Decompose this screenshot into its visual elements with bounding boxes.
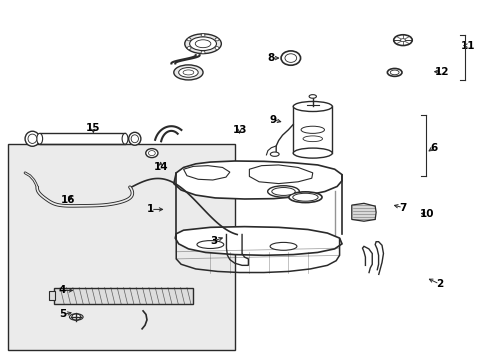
Ellipse shape: [281, 51, 300, 65]
Ellipse shape: [145, 149, 158, 158]
Ellipse shape: [270, 152, 279, 156]
Ellipse shape: [189, 37, 216, 50]
Polygon shape: [175, 226, 341, 255]
Ellipse shape: [37, 134, 42, 144]
Ellipse shape: [195, 40, 210, 48]
Ellipse shape: [285, 54, 296, 62]
Bar: [49, 291, 55, 300]
Text: 15: 15: [86, 123, 101, 133]
Circle shape: [215, 38, 219, 41]
Ellipse shape: [184, 34, 221, 54]
Text: 13: 13: [232, 125, 246, 135]
Ellipse shape: [178, 68, 198, 77]
Ellipse shape: [308, 95, 316, 98]
Ellipse shape: [389, 70, 398, 75]
Ellipse shape: [197, 240, 224, 248]
Ellipse shape: [269, 242, 296, 250]
Text: 6: 6: [429, 143, 436, 153]
Text: 14: 14: [153, 162, 167, 172]
Text: 4: 4: [59, 285, 66, 296]
Text: 3: 3: [210, 236, 217, 246]
Ellipse shape: [28, 134, 37, 143]
Text: 7: 7: [399, 203, 406, 213]
Polygon shape: [351, 203, 375, 221]
Circle shape: [201, 51, 204, 54]
Ellipse shape: [271, 188, 295, 195]
Ellipse shape: [293, 148, 331, 158]
Text: 1: 1: [147, 204, 154, 215]
Text: 2: 2: [435, 279, 442, 289]
Ellipse shape: [148, 150, 155, 156]
Text: 11: 11: [460, 41, 474, 50]
Ellipse shape: [288, 192, 322, 203]
Text: 12: 12: [434, 67, 448, 77]
Bar: [54, 288, 193, 304]
Circle shape: [215, 46, 219, 49]
Circle shape: [187, 38, 191, 41]
Ellipse shape: [122, 134, 128, 144]
Ellipse shape: [393, 35, 411, 45]
Text: 16: 16: [61, 195, 75, 205]
Text: 5: 5: [60, 310, 66, 319]
Ellipse shape: [400, 39, 405, 41]
Text: 8: 8: [267, 53, 274, 63]
Ellipse shape: [72, 314, 81, 320]
Ellipse shape: [183, 70, 193, 75]
Text: 9: 9: [269, 115, 276, 125]
Text: 10: 10: [419, 209, 434, 219]
Circle shape: [201, 34, 204, 37]
Ellipse shape: [267, 186, 299, 197]
Bar: [8, 144, 234, 350]
Ellipse shape: [131, 135, 138, 143]
Circle shape: [187, 46, 191, 49]
Ellipse shape: [293, 102, 331, 112]
Ellipse shape: [301, 126, 324, 134]
Ellipse shape: [25, 131, 40, 146]
Ellipse shape: [386, 68, 401, 76]
Ellipse shape: [128, 132, 141, 145]
Polygon shape: [173, 161, 341, 199]
Ellipse shape: [173, 65, 203, 80]
Ellipse shape: [303, 136, 322, 141]
Ellipse shape: [292, 193, 318, 201]
